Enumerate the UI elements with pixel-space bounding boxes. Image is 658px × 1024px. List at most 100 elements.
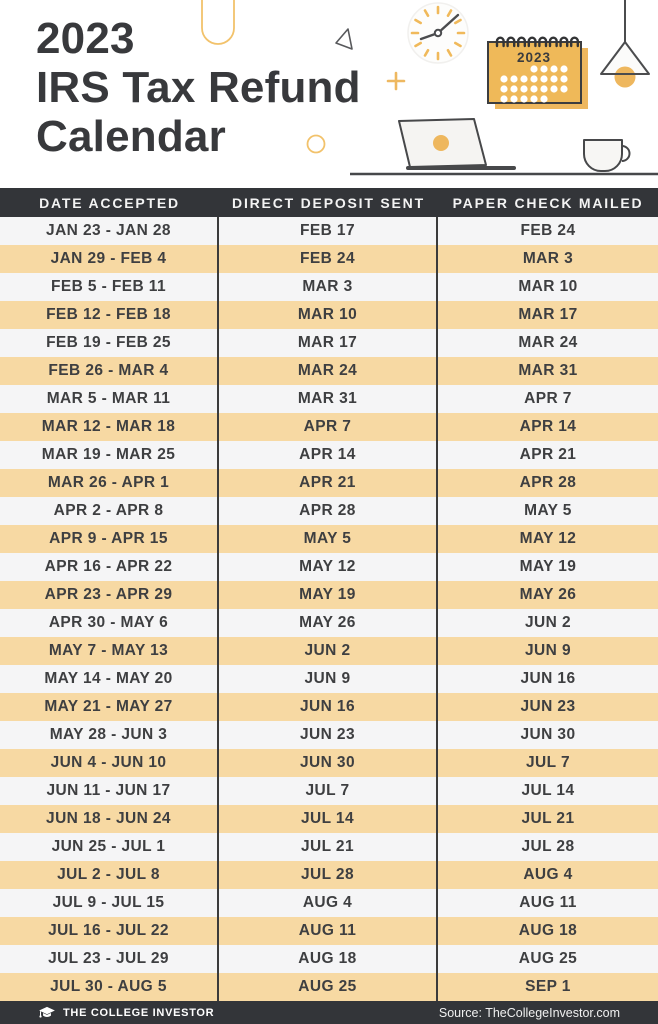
cell-direct-deposit: JUL 7 bbox=[219, 777, 438, 805]
cell-direct-deposit: MAR 24 bbox=[219, 357, 438, 385]
cell-direct-deposit: JUL 28 bbox=[219, 861, 438, 889]
cell-date-accepted: JUN 18 - JUN 24 bbox=[0, 805, 219, 833]
table-row: MAY 21 - MAY 27 JUN 16 JUN 23 bbox=[0, 693, 658, 721]
table-row: FEB 26 - MAR 4 MAR 24 MAR 31 bbox=[0, 357, 658, 385]
cell-paper-check: AUG 18 bbox=[518, 922, 578, 939]
title-line-year: 2023 bbox=[36, 14, 135, 63]
cell-date-accepted: JAN 29 - FEB 4 bbox=[0, 245, 219, 273]
cell-paper-check: JUN 23 bbox=[520, 698, 576, 715]
cell-paper-check: JUL 21 bbox=[521, 810, 575, 827]
cell-direct-deposit: JUN 9 bbox=[219, 665, 438, 693]
cell-date-accepted: APR 2 - APR 8 bbox=[0, 497, 219, 525]
cell-paper-check: JUN 9 bbox=[525, 642, 571, 659]
cell-paper-check: APR 21 bbox=[519, 446, 577, 463]
cell-direct-deposit: MAR 3 bbox=[219, 273, 438, 301]
cell-paper-check: MAY 5 bbox=[524, 502, 572, 519]
hanging-lamp-icon bbox=[600, 0, 650, 88]
cell-date-accepted: MAY 28 - JUN 3 bbox=[0, 721, 219, 749]
cell-direct-deposit: AUG 11 bbox=[219, 917, 438, 945]
title-line-main: IRS Tax Refund bbox=[36, 63, 361, 112]
cell-direct-deposit: JUL 14 bbox=[219, 805, 438, 833]
table-row: JUL 23 - JUL 29 AUG 18 AUG 25 bbox=[0, 945, 658, 973]
cell-direct-deposit: AUG 18 bbox=[219, 945, 438, 973]
refund-table: DATE ACCEPTED DIRECT DEPOSIT SENT PAPER … bbox=[0, 188, 658, 1001]
cell-paper-check: AUG 25 bbox=[518, 950, 578, 967]
cell-paper-check: JUN 2 bbox=[525, 614, 571, 631]
cell-paper-check: MAR 31 bbox=[518, 362, 578, 379]
cell-direct-deposit: MAY 5 bbox=[219, 525, 438, 553]
table-row: FEB 5 - FEB 11 MAR 3 MAR 10 bbox=[0, 273, 658, 301]
cell-date-accepted: JUL 30 - AUG 5 bbox=[0, 973, 219, 1001]
table-row: JUN 25 - JUL 1 JUL 21 JUL 28 bbox=[0, 833, 658, 861]
cell-date-accepted: FEB 12 - FEB 18 bbox=[0, 301, 219, 329]
column-header-direct-deposit: DIRECT DEPOSIT SENT bbox=[232, 194, 425, 211]
column-header-paper-check: PAPER CHECK MAILED bbox=[452, 194, 644, 211]
table-row: MAR 12 - MAR 18 APR 7 APR 14 bbox=[0, 413, 658, 441]
table-row: APR 23 - APR 29 MAY 19 MAY 26 bbox=[0, 581, 658, 609]
cell-paper-check: MAR 24 bbox=[518, 334, 578, 351]
cell-direct-deposit: MAY 19 bbox=[219, 581, 438, 609]
header-section: 2023 IRS Tax Refund Calendar bbox=[0, 0, 658, 188]
cell-paper-check: APR 7 bbox=[524, 390, 572, 407]
cell-direct-deposit: APR 28 bbox=[219, 497, 438, 525]
table-row: JUL 30 - AUG 5 AUG 25 SEP 1 bbox=[0, 973, 658, 1001]
cell-paper-check: JUL 28 bbox=[521, 838, 575, 855]
cell-paper-check: MAY 26 bbox=[519, 586, 577, 603]
cell-direct-deposit: APR 14 bbox=[219, 441, 438, 469]
cell-direct-deposit: AUG 4 bbox=[219, 889, 438, 917]
table-row: APR 2 - APR 8 APR 28 MAY 5 bbox=[0, 497, 658, 525]
cell-date-accepted: MAY 14 - MAY 20 bbox=[0, 665, 219, 693]
cell-date-accepted: FEB 5 - FEB 11 bbox=[0, 273, 219, 301]
graduation-cap-icon bbox=[39, 1006, 55, 1018]
coffee-cup-icon bbox=[583, 139, 631, 172]
triangle-icon bbox=[335, 28, 353, 50]
cell-date-accepted: JUL 16 - JUL 22 bbox=[0, 917, 219, 945]
table-row: APR 16 - APR 22 MAY 12 MAY 19 bbox=[0, 553, 658, 581]
table-header-row: DATE ACCEPTED DIRECT DEPOSIT SENT PAPER … bbox=[0, 188, 658, 217]
cell-paper-check: FEB 24 bbox=[520, 222, 576, 239]
cell-paper-check: MAR 3 bbox=[522, 250, 574, 267]
cell-paper-check: JUL 7 bbox=[526, 754, 570, 771]
source-credit: Source: TheCollegeInvestor.com bbox=[438, 1005, 620, 1020]
page-title: 2023 IRS Tax Refund Calendar bbox=[36, 14, 361, 161]
cell-direct-deposit: MAY 26 bbox=[219, 609, 438, 637]
cell-direct-deposit: APR 7 bbox=[219, 413, 438, 441]
cell-date-accepted: MAY 7 - MAY 13 bbox=[0, 637, 219, 665]
cell-date-accepted: JUN 11 - JUN 17 bbox=[0, 777, 219, 805]
table-row: JUN 18 - JUN 24 JUL 14 JUL 21 bbox=[0, 805, 658, 833]
table-row: FEB 12 - FEB 18 MAR 10 MAR 17 bbox=[0, 301, 658, 329]
cell-paper-check: AUG 4 bbox=[523, 866, 573, 883]
cell-direct-deposit: JUN 23 bbox=[219, 721, 438, 749]
cell-direct-deposit: FEB 24 bbox=[219, 245, 438, 273]
cell-paper-check: MAR 17 bbox=[518, 306, 578, 323]
cell-direct-deposit: AUG 25 bbox=[219, 973, 438, 1001]
brand-name: THE COLLEGE INVESTOR bbox=[63, 1006, 215, 1019]
cell-date-accepted: FEB 19 - FEB 25 bbox=[0, 329, 219, 357]
cell-paper-check: APR 14 bbox=[519, 418, 577, 435]
table-row: MAY 14 - MAY 20 JUN 9 JUN 16 bbox=[0, 665, 658, 693]
cell-paper-check: MAY 12 bbox=[519, 530, 577, 547]
cell-paper-check: JUL 14 bbox=[521, 782, 575, 799]
cell-paper-check: JUN 30 bbox=[520, 726, 576, 743]
cell-date-accepted: FEB 26 - MAR 4 bbox=[0, 357, 219, 385]
title-line-sub: Calendar bbox=[36, 112, 226, 161]
column-header-date-accepted: DATE ACCEPTED bbox=[39, 194, 180, 211]
header-decorations: 2023 bbox=[201, 0, 658, 176]
laptop-icon bbox=[398, 118, 516, 170]
cell-paper-check: JUN 16 bbox=[520, 670, 576, 687]
table-row: MAY 28 - JUN 3 JUN 23 JUN 30 bbox=[0, 721, 658, 749]
cell-date-accepted: MAR 5 - MAR 11 bbox=[0, 385, 219, 413]
cell-paper-check: AUG 11 bbox=[519, 894, 577, 911]
table-row: MAR 19 - MAR 25 APR 14 APR 21 bbox=[0, 441, 658, 469]
table-row: JAN 29 - FEB 4 FEB 24 MAR 3 bbox=[0, 245, 658, 273]
cell-date-accepted: MAR 19 - MAR 25 bbox=[0, 441, 219, 469]
cell-date-accepted: APR 23 - APR 29 bbox=[0, 581, 219, 609]
circle-outline-icon bbox=[306, 134, 326, 154]
cell-date-accepted: MAY 21 - MAY 27 bbox=[0, 693, 219, 721]
cell-date-accepted: MAR 12 - MAR 18 bbox=[0, 413, 219, 441]
table-row: JAN 23 - JAN 28 FEB 17 FEB 24 bbox=[0, 217, 658, 245]
plus-icon bbox=[386, 71, 406, 91]
brand-logo: THE COLLEGE INVESTOR bbox=[38, 1006, 214, 1020]
cell-direct-deposit: JUN 16 bbox=[219, 693, 438, 721]
table-row: JUL 16 - JUL 22 AUG 11 AUG 18 bbox=[0, 917, 658, 945]
